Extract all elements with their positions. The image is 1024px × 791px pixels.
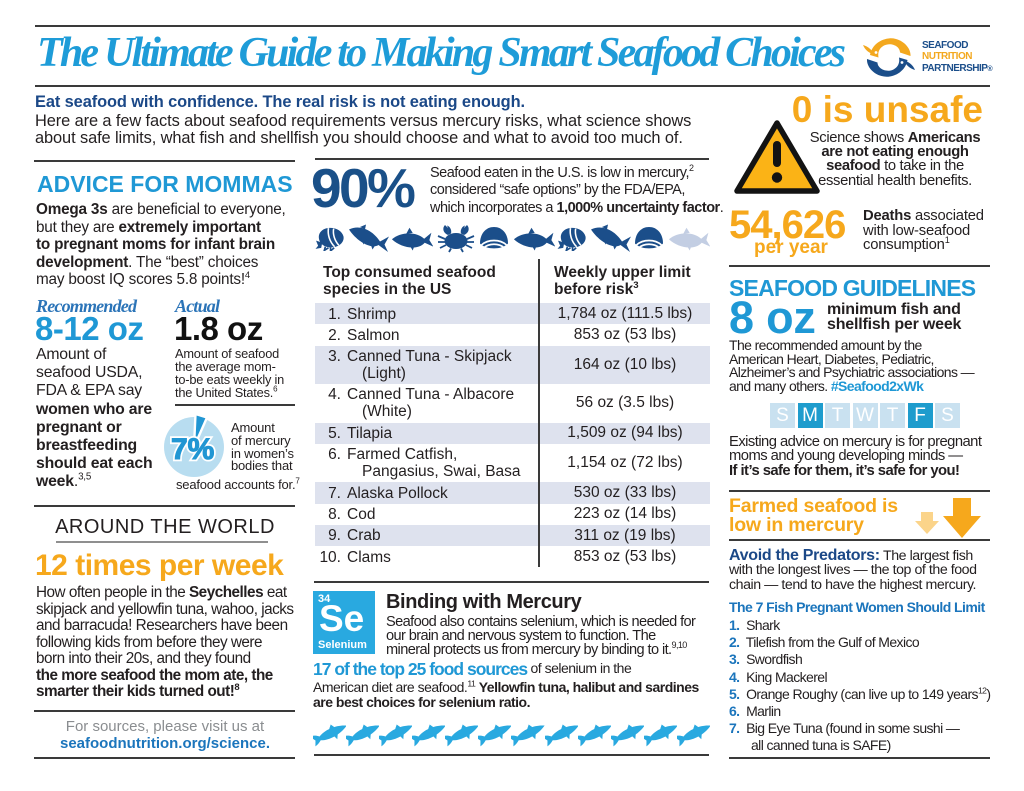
svg-text:7%: 7%: [171, 433, 214, 466]
svg-text:7%: 7%: [171, 433, 214, 466]
